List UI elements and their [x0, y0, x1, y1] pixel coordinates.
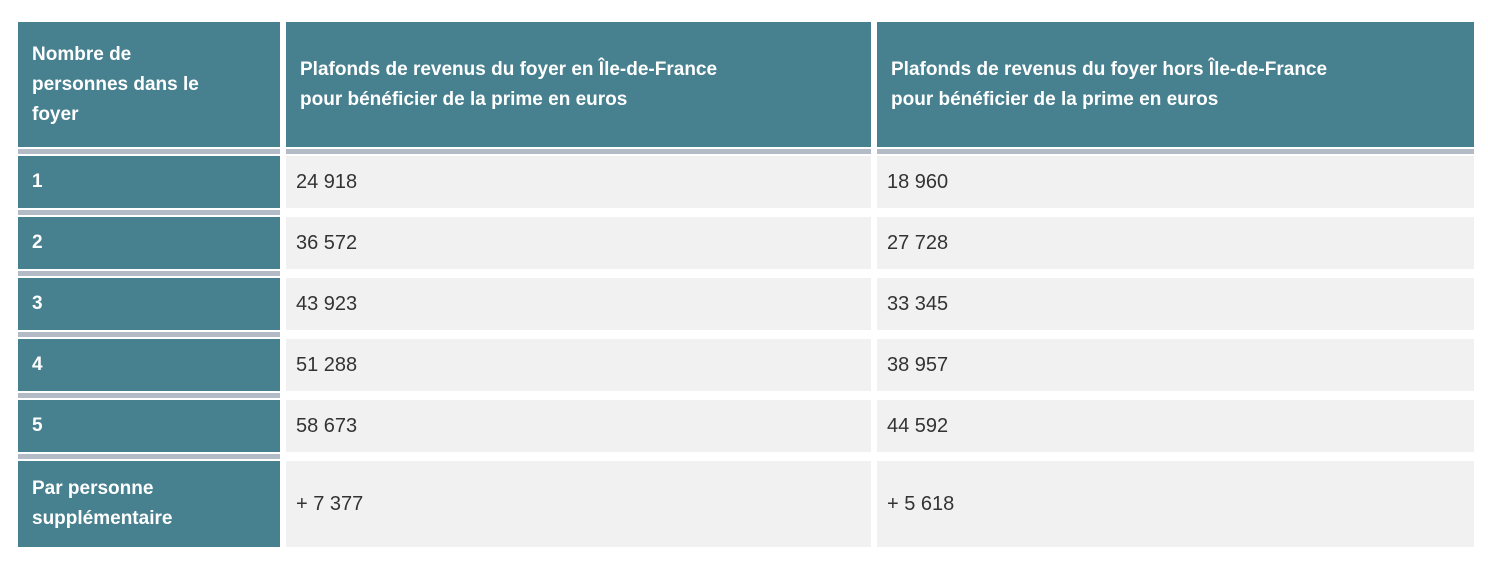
header-outside-idf-ceiling: Plafonds de revenus du foyer hors Île-de… — [877, 22, 1474, 147]
cell-idf-1: 24 918 — [286, 156, 871, 208]
cell-idf-2: 36 572 — [286, 217, 871, 269]
cell-hors-idf-4: 38 957 — [877, 339, 1474, 391]
cell-idf-3: 43 923 — [286, 278, 871, 330]
cell-hors-idf-3: 33 345 — [877, 278, 1474, 330]
cell-hors-idf-1: 18 960 — [877, 156, 1474, 208]
income-ceiling-table: Nombre de personnes dans le foyer Plafon… — [18, 22, 1474, 547]
header-household-size: Nombre de personnes dans le foyer — [18, 22, 280, 147]
header-idf-ceiling: Plafonds de revenus du foyer en Île-de-F… — [286, 22, 871, 147]
row-header-2: 2 — [18, 217, 280, 269]
row-header-3: 3 — [18, 278, 280, 330]
cell-idf-additional-person: + 7 377 — [286, 461, 871, 547]
cell-hors-idf-5: 44 592 — [877, 400, 1474, 452]
row-header-4: 4 — [18, 339, 280, 391]
row-header-1: 1 — [18, 156, 280, 208]
row-header-5: 5 — [18, 400, 280, 452]
cell-idf-5: 58 673 — [286, 400, 871, 452]
cell-idf-4: 51 288 — [286, 339, 871, 391]
cell-hors-idf-additional-person: + 5 618 — [877, 461, 1474, 547]
row-header-additional-person: Par personne supplémentaire — [18, 461, 280, 547]
cell-hors-idf-2: 27 728 — [877, 217, 1474, 269]
